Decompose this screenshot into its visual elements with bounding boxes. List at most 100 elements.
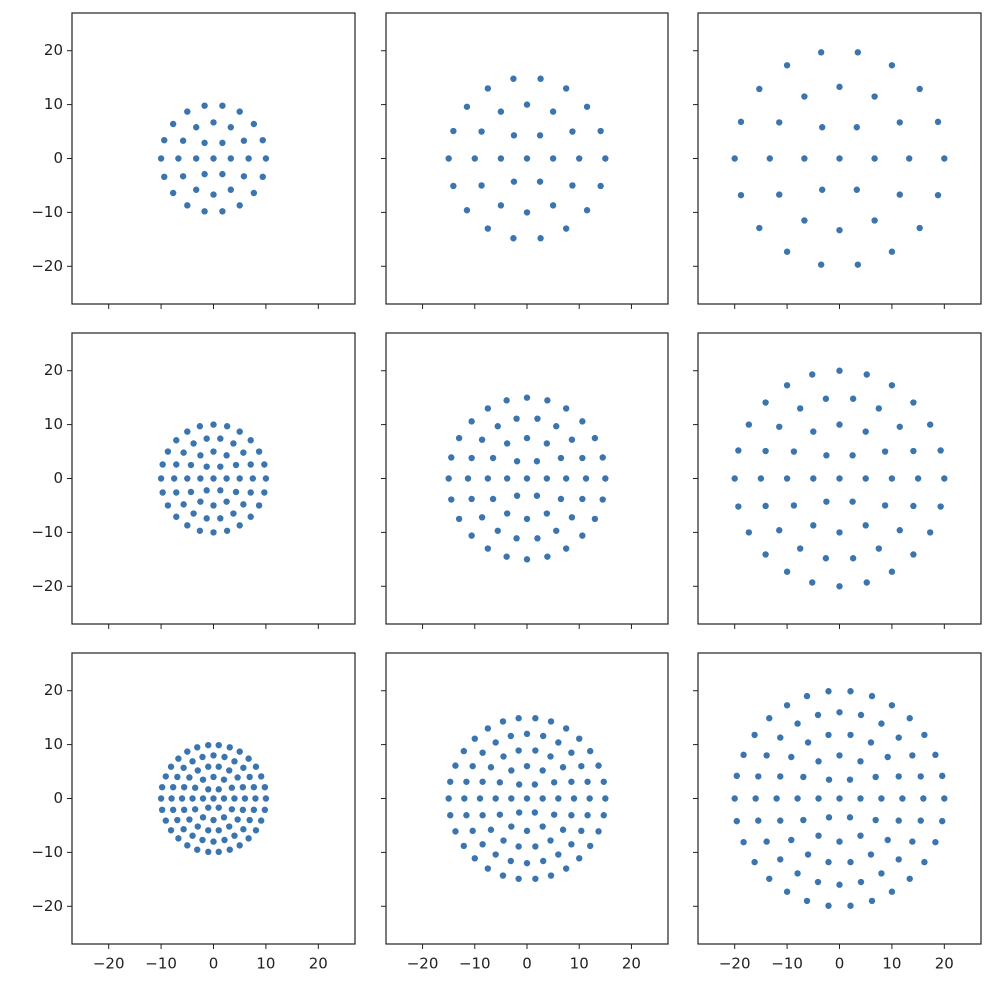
scatter-point xyxy=(547,837,554,844)
scatter-point xyxy=(857,758,864,765)
scatter-point xyxy=(230,510,237,517)
scatter-point xyxy=(196,527,204,534)
scatter-point xyxy=(245,155,252,162)
scatter-point xyxy=(455,434,463,442)
scatter-point xyxy=(246,773,253,781)
scatter-point xyxy=(823,498,830,505)
scatter-point xyxy=(259,136,266,144)
scatter-point xyxy=(934,191,942,199)
scatter-point xyxy=(586,747,594,755)
scatter-point xyxy=(888,888,896,895)
scatter-point xyxy=(484,865,492,872)
scatter-point xyxy=(257,773,265,780)
scatter-point xyxy=(476,795,484,802)
scatter-point xyxy=(510,132,518,139)
scatter-point xyxy=(479,841,486,848)
scatter-point xyxy=(751,858,758,866)
scatter-point xyxy=(203,463,210,470)
scatter-point xyxy=(914,475,922,482)
scatter-point xyxy=(180,764,187,771)
scatter-point xyxy=(819,124,826,131)
scatter-point xyxy=(210,773,217,781)
scatter-point xyxy=(484,475,492,482)
scatter-point xyxy=(801,155,808,162)
scatter-point xyxy=(503,440,511,447)
scatter-point xyxy=(240,137,248,144)
x-tick-label: −20 xyxy=(93,955,125,973)
scatter-point xyxy=(215,763,222,770)
scatter-point xyxy=(553,527,560,534)
scatter-point xyxy=(934,118,942,126)
scatter-point xyxy=(250,120,258,128)
scatter-point xyxy=(777,773,784,780)
scatter-point xyxy=(776,527,783,534)
scatter-point xyxy=(553,423,560,430)
scatter-point xyxy=(157,475,165,482)
scatter-point xyxy=(250,189,258,197)
scatter-point xyxy=(849,395,857,402)
scatter-point xyxy=(497,155,505,162)
scatter-point xyxy=(550,811,558,818)
scatter-point xyxy=(189,832,196,839)
scatter-point xyxy=(187,488,195,496)
scatter-point xyxy=(762,399,769,406)
scatter-point xyxy=(872,773,879,781)
scatter-point xyxy=(815,758,822,765)
scatter-point xyxy=(731,795,738,802)
scatter-point xyxy=(157,155,165,162)
scatter-point xyxy=(755,773,762,780)
scatter-point xyxy=(169,783,177,791)
scatter-point xyxy=(240,501,247,508)
scatter-point xyxy=(173,461,180,468)
scatter-point xyxy=(508,767,515,774)
scatter-point xyxy=(906,715,913,722)
scatter-point xyxy=(219,170,226,178)
scatter-point xyxy=(223,423,231,430)
scatter-point xyxy=(817,49,825,56)
scatter-point xyxy=(941,795,948,802)
scatter-point xyxy=(926,421,934,428)
scatter-point xyxy=(568,778,575,785)
scatter-point xyxy=(597,127,604,135)
scatter-point xyxy=(460,747,468,755)
scatter-point xyxy=(783,62,791,69)
scatter-point xyxy=(539,795,546,802)
scatter-point xyxy=(169,189,177,197)
scatter-point xyxy=(555,795,562,802)
scatter-point xyxy=(756,224,763,232)
scatter-point xyxy=(602,155,609,162)
scatter-point xyxy=(245,835,252,842)
scatter-point xyxy=(236,202,243,209)
scatter-point xyxy=(854,49,862,56)
scatter-point xyxy=(445,475,452,482)
scatter-point xyxy=(737,191,745,199)
scatter-point xyxy=(871,155,878,162)
scatter-point xyxy=(189,795,196,802)
scatter-point xyxy=(536,178,544,185)
scatter-point xyxy=(484,405,492,412)
scatter-point xyxy=(878,795,885,802)
scatter-point xyxy=(232,488,240,496)
y-tick-label: −20 xyxy=(31,577,63,595)
scatter-point xyxy=(487,764,495,771)
scatter-point xyxy=(537,75,544,82)
scatter-point xyxy=(547,753,554,760)
scatter-point xyxy=(733,817,740,825)
scatter-point xyxy=(523,859,531,867)
scatter-point xyxy=(184,842,191,849)
subplot: −20 −10 0 10 20 xyxy=(31,12,356,309)
scatter-point xyxy=(210,448,217,455)
scatter-point xyxy=(445,155,452,162)
scatter-point xyxy=(468,532,475,539)
x-tick-label: 20 xyxy=(935,955,954,973)
scatter-point xyxy=(180,806,188,814)
scatter-point xyxy=(875,545,883,552)
scatter-point xyxy=(261,461,268,468)
scatter-point xyxy=(847,858,854,866)
scatter-point xyxy=(450,127,457,135)
scatter-point xyxy=(801,93,808,100)
x-tick-label: 0 xyxy=(835,955,845,973)
scatter-point xyxy=(210,838,217,845)
scatter-point xyxy=(810,428,817,435)
scatter-point xyxy=(468,418,475,425)
